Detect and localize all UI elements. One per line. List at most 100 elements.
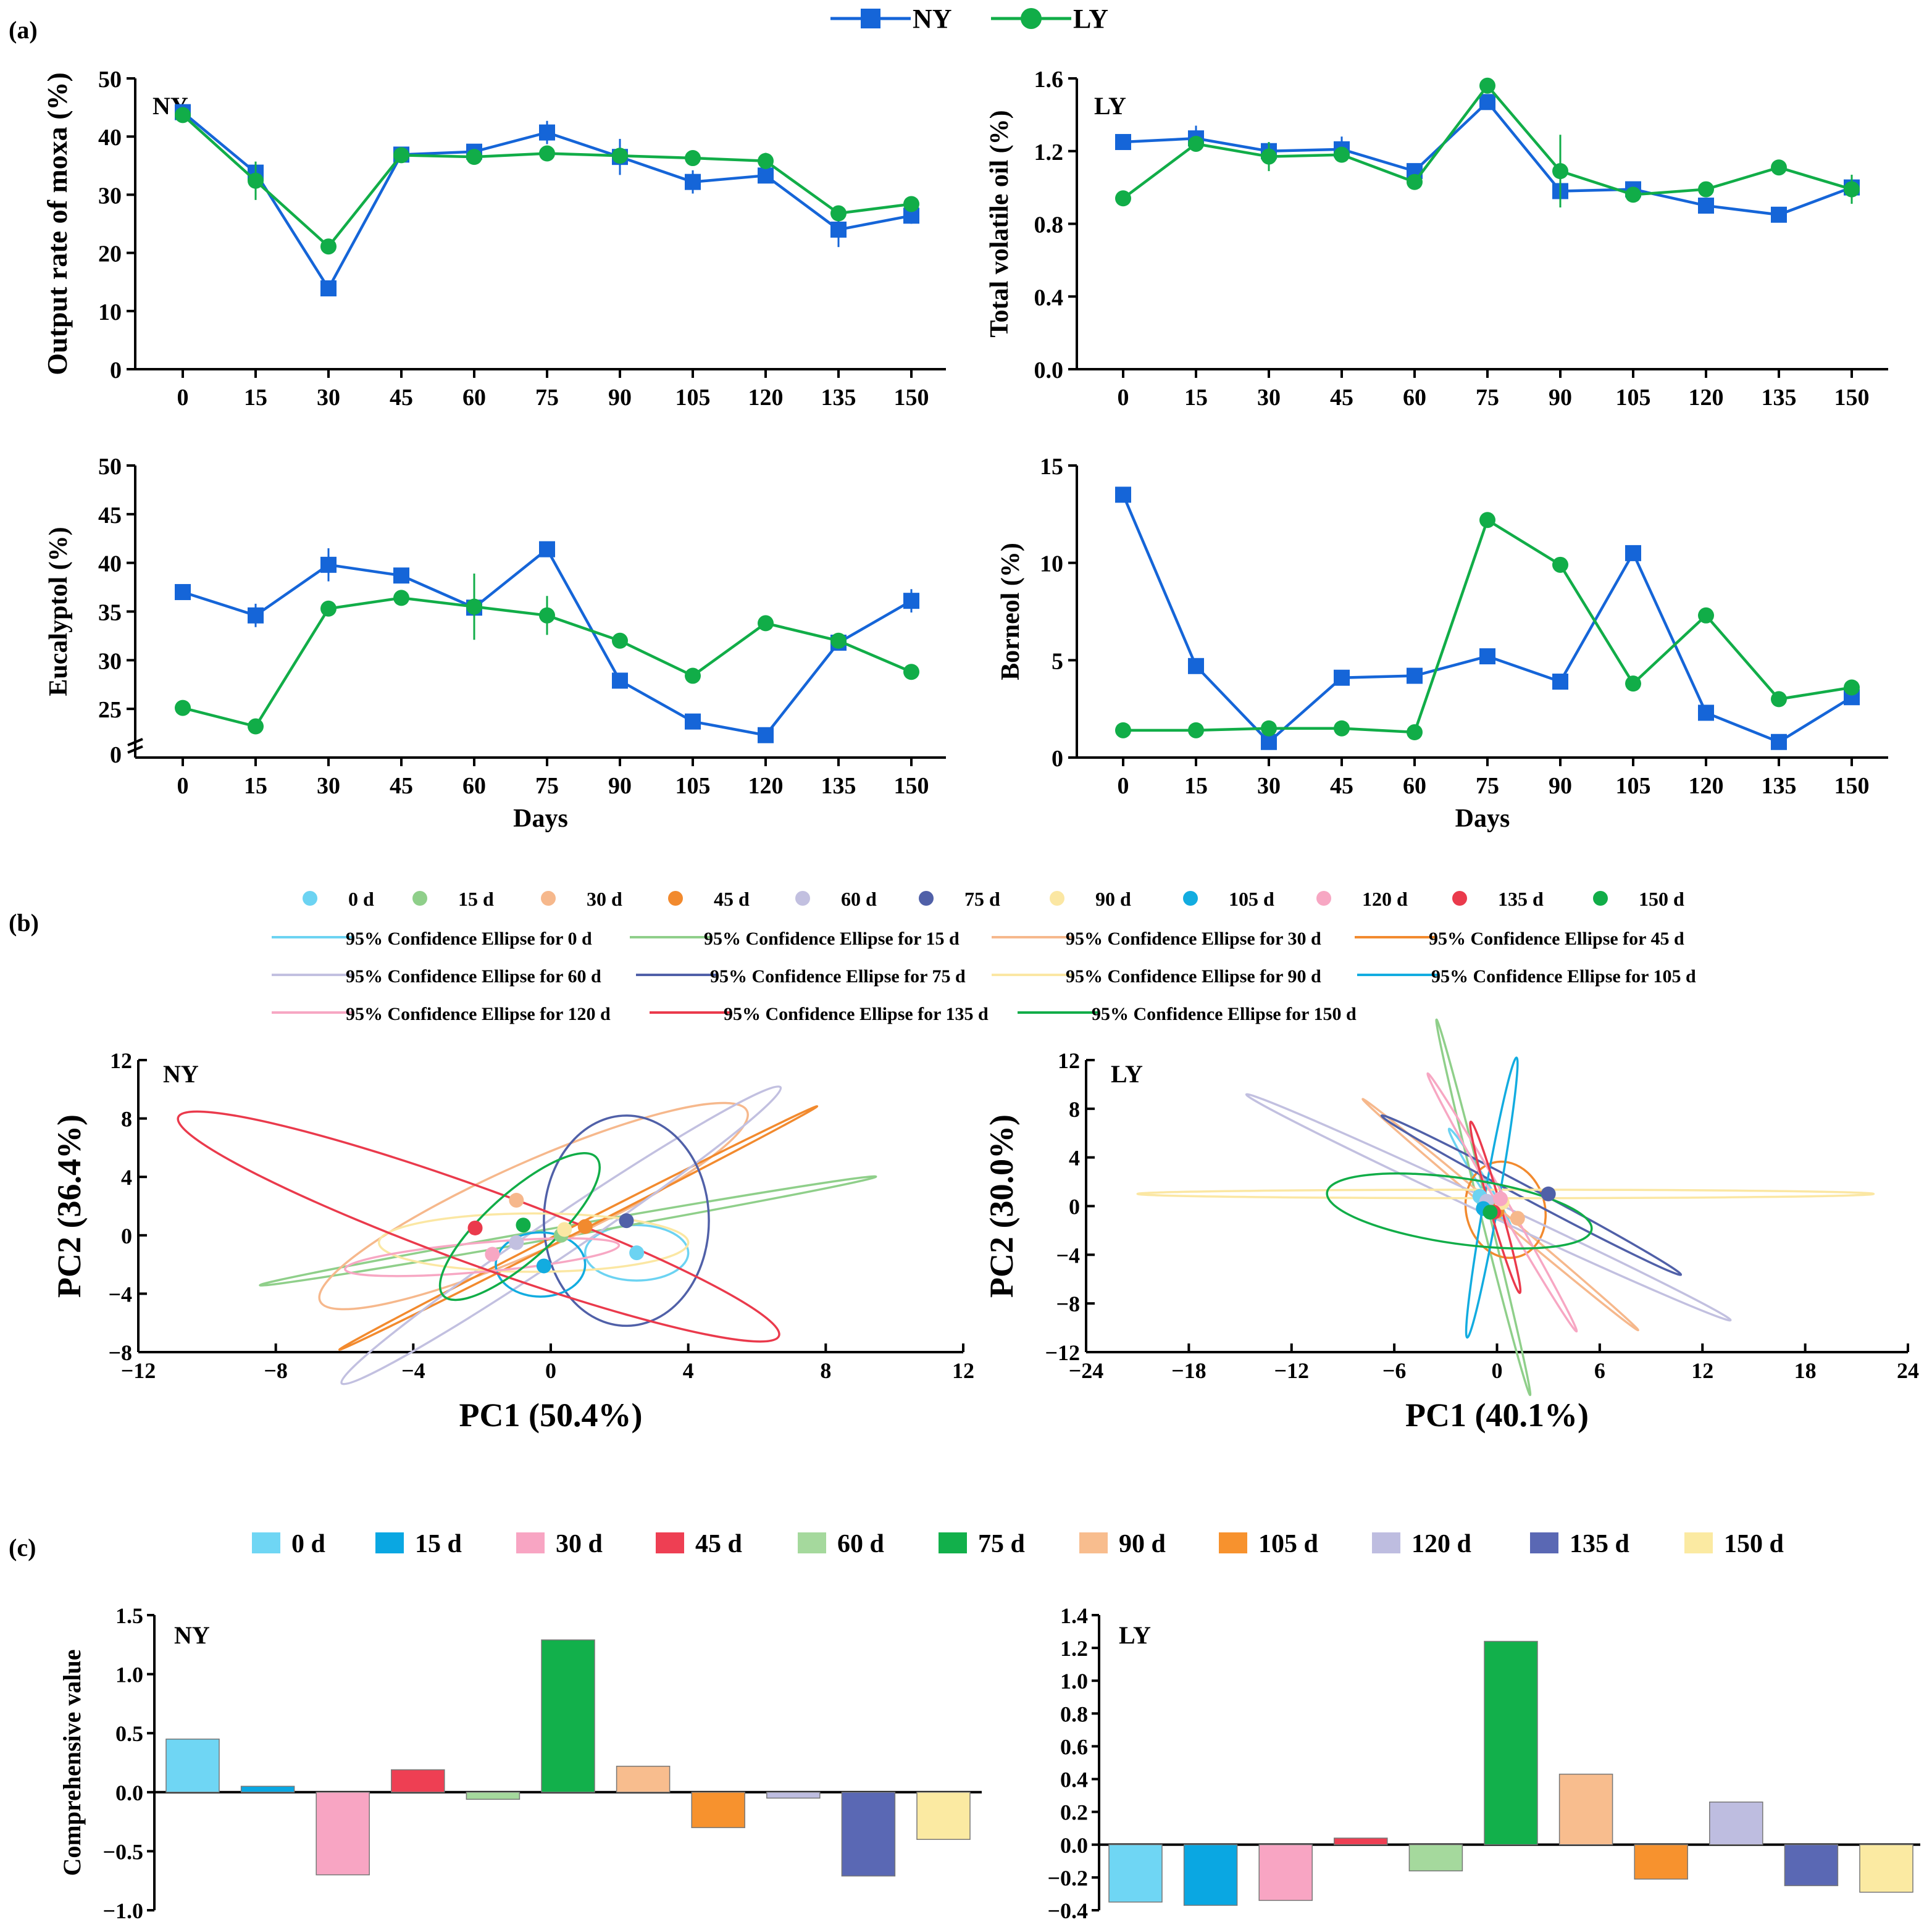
x-tick-label: 15 — [1184, 385, 1208, 411]
data-point-ly — [1334, 720, 1350, 737]
y-axis-label: Comprehensive value — [58, 1649, 86, 1876]
legend-b-ellipse-label: 95% Confidence Ellipse for 90 d — [1066, 966, 1321, 987]
data-point-ny — [1334, 669, 1350, 686]
x-tick-label: 60 — [1403, 385, 1426, 411]
data-point-ly — [1334, 146, 1350, 163]
x-tick-label: 0 — [1118, 773, 1129, 799]
panel-label-b: (b) — [9, 909, 39, 937]
x-tick-label: 105 — [1616, 385, 1651, 411]
y-tick-label: 40 — [98, 125, 122, 151]
bar-135-d — [1784, 1844, 1839, 1886]
data-point-ly — [612, 632, 628, 649]
legend-a-label-ny: NY — [913, 4, 952, 34]
score-point-d30 — [509, 1193, 524, 1208]
y-tick-label: 0.8 — [1034, 212, 1064, 238]
legend-c: 0 d 15 d 30 d 45 d 60 d 75 d 90 d 105 d 120 d 135… — [252, 1530, 1784, 1558]
y-tick-label: 1.6 — [1034, 67, 1064, 93]
bar-105-d — [1634, 1844, 1688, 1880]
y-tick-label: 0.8 — [1060, 1702, 1088, 1726]
data-point-ly — [393, 590, 409, 606]
data-point-ly — [539, 607, 555, 624]
data-point-ny — [1771, 733, 1787, 750]
legend-b-ellipse-label: 95% Confidence Ellipse for 75 d — [710, 966, 966, 987]
x-tick-label: 0 — [545, 1358, 556, 1383]
y-tick-label: 1.0 — [1060, 1669, 1088, 1694]
y-tick-label: 1.0 — [115, 1663, 143, 1687]
data-point-ly — [539, 145, 555, 162]
x-tick-label: 75 — [535, 773, 559, 799]
x-tick-label: −24 — [1069, 1358, 1104, 1383]
legend-b-marker-75-d — [919, 891, 934, 906]
legend-b-ellipse-label: 95% Confidence Ellipse for 105 d — [1431, 966, 1696, 987]
y-tick-label: 0 — [110, 742, 122, 768]
data-point-ly — [320, 600, 337, 617]
data-point-ly — [903, 664, 919, 680]
x-tick-label: 15 — [244, 773, 267, 799]
y-axis-label: Borneol (%) — [997, 543, 1025, 680]
score-point-d75 — [1541, 1186, 1556, 1201]
legend-a-marker-ly — [1021, 8, 1042, 29]
x-tick-label: 12 — [1691, 1358, 1713, 1383]
x-tick-label: 75 — [1476, 385, 1499, 411]
x-tick-label: −8 — [264, 1358, 288, 1383]
data-point-ly — [1261, 148, 1277, 165]
x-tick-label: 8 — [820, 1358, 831, 1383]
x-tick-label: −4 — [401, 1358, 425, 1383]
data-point-ny — [903, 593, 919, 609]
data-point-ny — [1625, 545, 1641, 561]
x-tick-label: 135 — [821, 773, 856, 799]
x-tick-label: 18 — [1794, 1358, 1817, 1383]
y-tick-label: 25 — [98, 697, 122, 723]
legend-c-swatch-15-d — [375, 1532, 404, 1553]
score-point-d90 — [557, 1222, 572, 1237]
y-axis-label: PC2 (36.4%) — [51, 1114, 88, 1298]
confidence-ellipse-d150 — [1326, 1172, 1593, 1250]
data-point-ny — [685, 713, 701, 730]
data-point-ny — [393, 567, 409, 584]
data-point-ly — [466, 598, 482, 615]
y-tick-label: 0.5 — [115, 1721, 143, 1746]
x-tick-label: 75 — [1476, 773, 1499, 799]
x-tick-label: 15 — [244, 385, 267, 411]
y-axis-label: PC2 (30.0%) — [983, 1114, 1020, 1298]
x-tick-label: 120 — [1689, 385, 1724, 411]
legend-c-label: 90 d — [1119, 1530, 1166, 1558]
data-point-ly — [175, 107, 191, 123]
x-tick-label: 4 — [683, 1358, 694, 1383]
y-tick-label: −0.5 — [102, 1839, 143, 1864]
legend-c-label: 105 d — [1258, 1530, 1318, 1558]
legend-b-marker-30-d — [541, 891, 556, 906]
confidence-ellipse-d150 — [438, 1152, 601, 1301]
score-point-d75 — [619, 1213, 634, 1229]
chart-eucalyptol: 0 25 30 35 40 45 50 0 15 30 45 60 75 90 105 120 135 150 Eu… — [44, 454, 946, 833]
y-tick-label: 0 — [110, 357, 122, 383]
legend-c-label: 150 d — [1724, 1530, 1784, 1558]
x-tick-label: 30 — [1257, 773, 1281, 799]
chart-comprehensive-ny: −1.0 −0.5 0.0 0.5 1.0 1.5 NY Comprehensive valu… — [58, 1603, 982, 1923]
y-tick-label: 50 — [98, 67, 122, 93]
legend-b-label: 30 d — [587, 888, 622, 910]
score-point-d60 — [509, 1235, 524, 1250]
y-tick-label: 0.6 — [1060, 1734, 1088, 1759]
data-point-ly — [1188, 135, 1204, 152]
chart-tag: LY — [1111, 1060, 1143, 1088]
confidence-ellipse-d135 — [177, 1110, 780, 1343]
legend-b-label: 0 d — [348, 888, 374, 910]
x-tick-label: 0 — [177, 385, 189, 411]
x-tick-label: 24 — [1897, 1358, 1919, 1383]
legend-b-label: 120 d — [1362, 888, 1408, 910]
y-tick-label: 1.2 — [1034, 140, 1064, 165]
series-line-ny — [1123, 99, 1852, 217]
bar-90-d — [616, 1765, 671, 1793]
legend-b: 0 d 15 d 30 d 45 d 60 d 75 d 90 d 105 d 120 d 135… — [272, 888, 1696, 1024]
x-tick-label: 60 — [462, 385, 486, 411]
y-tick-label: 20 — [98, 241, 122, 267]
legend-c-swatch-120-d — [1372, 1532, 1400, 1553]
x-tick-label: −6 — [1382, 1358, 1407, 1383]
x-tick-label: 150 — [894, 773, 929, 799]
legend-b-marker-15-d — [412, 891, 427, 906]
x-tick-label: 150 — [1834, 773, 1870, 799]
